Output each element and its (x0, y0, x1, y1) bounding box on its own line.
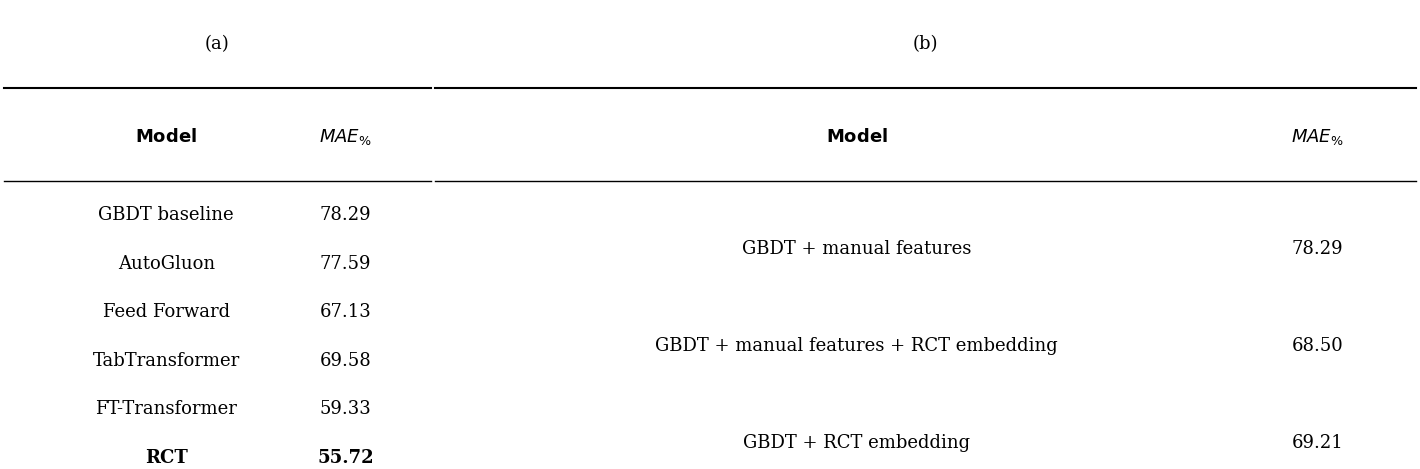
Text: 78.29: 78.29 (1292, 240, 1343, 258)
Text: GBDT baseline: GBDT baseline (98, 206, 234, 224)
Text: FT-Transformer: FT-Transformer (95, 401, 237, 418)
Text: $\mathbf{Model}$: $\mathbf{Model}$ (135, 128, 197, 146)
Text: TabTransformer: TabTransformer (92, 352, 240, 370)
Text: 77.59: 77.59 (320, 255, 371, 272)
Text: GBDT + RCT embedding: GBDT + RCT embedding (743, 434, 970, 453)
Text: GBDT + manual features + RCT embedding: GBDT + manual features + RCT embedding (655, 337, 1058, 355)
Text: AutoGluon: AutoGluon (118, 255, 214, 272)
Text: $MAE_\%$: $MAE_\%$ (1291, 127, 1345, 147)
Text: 67.13: 67.13 (320, 303, 371, 321)
Text: 78.29: 78.29 (320, 206, 371, 224)
Text: 69.21: 69.21 (1292, 434, 1343, 453)
Text: 55.72: 55.72 (317, 449, 373, 467)
Text: 68.50: 68.50 (1292, 337, 1343, 355)
Text: $\mathbf{Model}$: $\mathbf{Model}$ (825, 128, 888, 146)
Text: Feed Forward: Feed Forward (102, 303, 230, 321)
Text: $MAE_\%$: $MAE_\%$ (320, 127, 372, 147)
Text: (b): (b) (913, 35, 939, 53)
Text: 69.58: 69.58 (320, 352, 371, 370)
Text: GBDT + manual features: GBDT + manual features (743, 240, 971, 258)
Text: 59.33: 59.33 (320, 401, 371, 418)
Text: RCT: RCT (145, 449, 187, 467)
Text: (a): (a) (204, 35, 230, 53)
